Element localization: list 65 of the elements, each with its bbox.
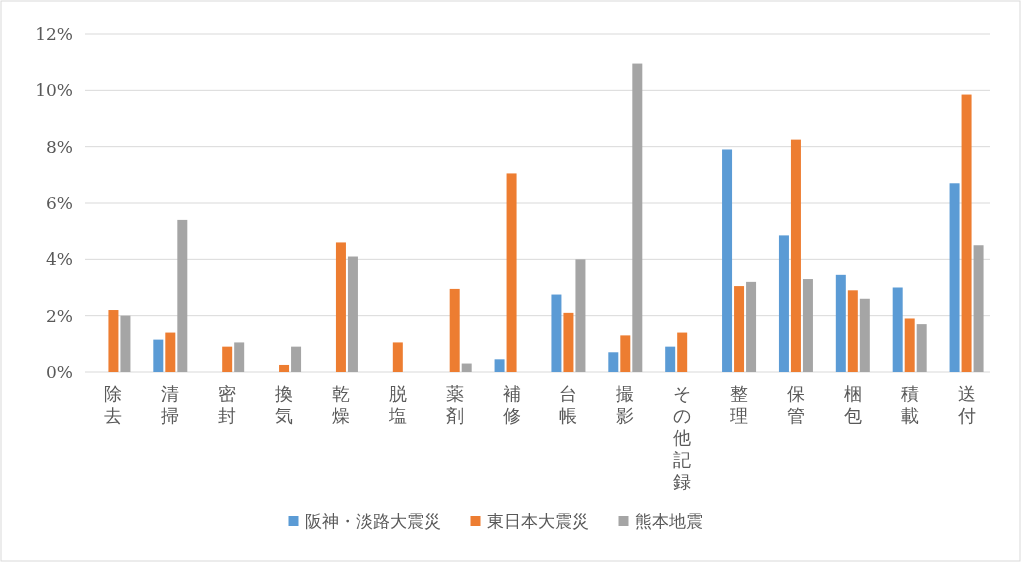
bar [961, 94, 972, 372]
bar [165, 332, 176, 372]
x-tick-label: 薬剤 [445, 383, 464, 426]
bar [563, 312, 574, 372]
bar [108, 310, 119, 372]
legend-label: 熊本地震 [634, 511, 703, 531]
bar [677, 332, 688, 372]
bar [291, 346, 302, 372]
bar [859, 298, 870, 372]
bar [506, 173, 517, 372]
bar [347, 256, 358, 372]
bar [746, 281, 757, 372]
x-tick-label: 整理 [730, 383, 749, 426]
y-tick-label: 8% [46, 136, 73, 157]
x-tick-label: 送付 [956, 383, 976, 426]
bar [904, 318, 915, 372]
bar [449, 288, 460, 372]
bar [835, 274, 846, 372]
bar [847, 290, 858, 372]
y-tick-label: 6% [46, 193, 73, 213]
bar [802, 279, 813, 372]
bar [734, 286, 745, 372]
y-tick-label: 12% [35, 24, 73, 44]
x-tick-label: 脱塩 [387, 383, 407, 426]
bar [551, 294, 562, 372]
bar [973, 245, 984, 372]
bar [620, 335, 631, 372]
bar [778, 235, 789, 372]
x-tick-label: 梱包 [843, 383, 862, 426]
x-tick-label: 乾燥 [331, 383, 350, 426]
bar [608, 352, 619, 372]
x-tick-label: 台帳 [559, 383, 578, 426]
bar [949, 183, 960, 372]
bar [234, 342, 245, 372]
y-tick-label: 10% [35, 80, 73, 101]
x-tick-label: 補修 [502, 383, 521, 426]
bar [665, 346, 676, 372]
bar [120, 315, 131, 372]
x-tick-label: 密封 [218, 383, 237, 426]
x-tick-label: 保管 [786, 383, 805, 426]
bar [177, 219, 188, 372]
bar [461, 363, 472, 372]
y-tick-label: 4% [46, 249, 73, 270]
bar [279, 364, 290, 372]
x-tick-label: 積載 [900, 383, 919, 426]
bar [494, 359, 505, 372]
legend-label: 阪神・淡路大震災 [304, 511, 441, 531]
x-tick-label: その他記録 [673, 383, 692, 492]
bar [222, 346, 233, 372]
bar [575, 259, 586, 372]
bar [335, 242, 346, 372]
legend-label: 東日本大震災 [486, 511, 589, 531]
bar [153, 339, 164, 372]
bar [632, 63, 643, 372]
y-tick-label: 0% [46, 362, 73, 382]
bar [892, 287, 903, 372]
bar [722, 149, 733, 372]
x-tick-label: 除去 [104, 383, 123, 426]
bar [916, 324, 927, 372]
bar [392, 342, 403, 372]
x-tick-label: 清掃 [161, 383, 180, 426]
x-tick-label: 換気 [275, 383, 294, 426]
bar [790, 139, 801, 372]
y-tick-label: 2% [46, 305, 73, 326]
x-tick-label: 撮影 [616, 383, 635, 426]
